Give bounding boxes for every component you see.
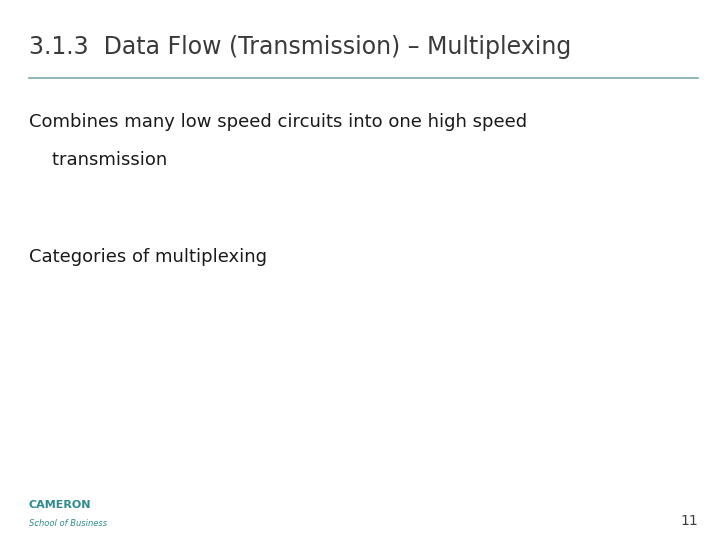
- Text: Combines many low speed circuits into one high speed: Combines many low speed circuits into on…: [29, 113, 527, 131]
- Text: School of Business: School of Business: [29, 519, 107, 528]
- Text: CAMERON: CAMERON: [29, 500, 91, 510]
- Text: 3.1.3  Data Flow (Transmission) – Multiplexing: 3.1.3 Data Flow (Transmission) – Multipl…: [29, 35, 571, 59]
- Text: transmission: transmission: [29, 151, 167, 169]
- Text: 11: 11: [680, 514, 698, 528]
- Text: Categories of multiplexing: Categories of multiplexing: [29, 248, 267, 266]
